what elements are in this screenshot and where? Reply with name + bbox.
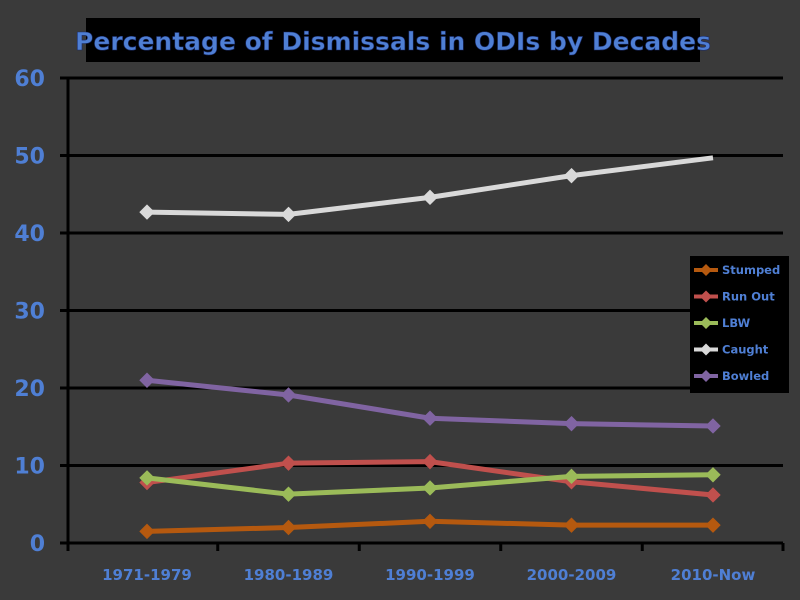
data-point-lbw [280, 486, 297, 502]
y-tick-label: 50 [14, 145, 45, 170]
y-tick-label: 30 [14, 300, 45, 325]
data-point-bowled [280, 387, 297, 403]
x-tick-label: 1971-1979 [102, 566, 192, 584]
data-point-bowled [563, 415, 580, 432]
legend-label-bowled: Bowled [722, 369, 769, 383]
data-point-stumped [139, 523, 155, 540]
data-point-stumped [705, 517, 721, 533]
data-point-bowled [139, 372, 155, 388]
legend-marker-stumped [700, 264, 712, 276]
data-point-run-out [280, 455, 297, 471]
legend-label-run-out: Run Out [722, 290, 775, 304]
data-point-stumped [563, 517, 580, 533]
data-point-caught [563, 167, 580, 184]
legend-label-stumped: Stumped [722, 263, 780, 277]
series-line-caught [146, 155, 714, 217]
data-point-bowled [705, 418, 721, 434]
legend-marker-bowled [700, 370, 712, 382]
legend-label-lbw: LBW [722, 316, 750, 330]
y-tick-label: 40 [14, 222, 45, 247]
chart-title: Percentage of Dismissals in ODIs by Deca… [75, 27, 711, 56]
legend-label-caught: Caught [722, 343, 769, 357]
data-point-stumped [280, 519, 297, 536]
x-tick-label: 1990-1999 [385, 566, 475, 584]
data-point-run-out [422, 453, 438, 470]
y-tick-label: 20 [14, 377, 45, 402]
data-point-lbw [705, 467, 721, 483]
chart-title-box [86, 18, 700, 62]
legend-marker-caught [700, 343, 712, 356]
y-tick-label: 10 [14, 455, 45, 480]
y-tick-label: 0 [30, 532, 45, 557]
x-tick-label: 1980-1989 [244, 566, 334, 584]
x-tick-label: 2010-Now [671, 566, 756, 584]
data-point-bowled [422, 410, 438, 426]
y-tick-label: 60 [14, 67, 45, 92]
legend-marker-lbw [700, 317, 712, 329]
data-point-lbw [563, 468, 580, 485]
data-point-stumped [422, 513, 438, 530]
legend-marker-run-out [700, 290, 712, 303]
data-point-lbw [139, 470, 155, 486]
data-point-caught [139, 204, 155, 220]
data-point-run-out [705, 487, 721, 503]
x-tick-label: 2000-2009 [527, 566, 617, 584]
data-point-caught [422, 189, 438, 206]
data-point-lbw [422, 480, 438, 496]
data-point-caught [280, 206, 297, 223]
